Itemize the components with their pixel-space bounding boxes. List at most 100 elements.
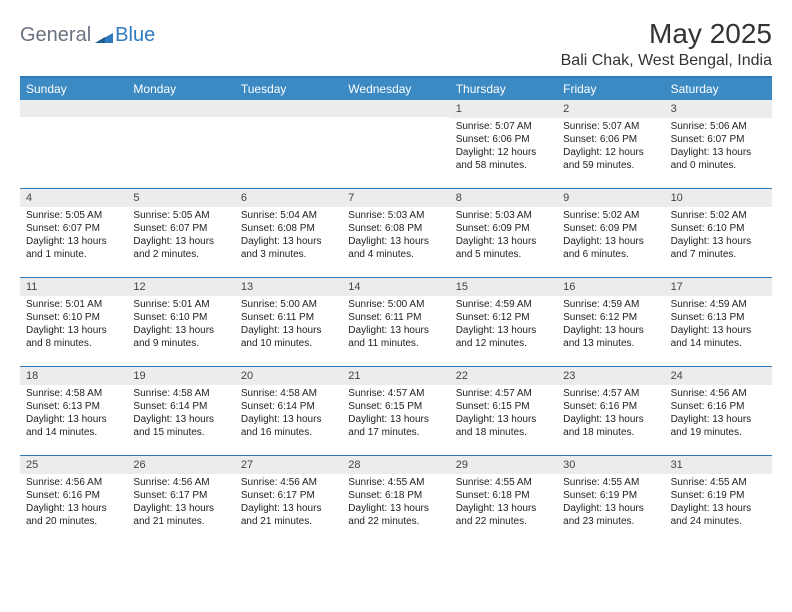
day-number: 6 (235, 189, 342, 207)
sunrise-text: Sunrise: 5:03 AM (348, 209, 443, 222)
calendar-week: 25Sunrise: 4:56 AMSunset: 6:16 PMDayligh… (20, 455, 772, 544)
daylight-text: and 24 minutes. (671, 515, 766, 528)
daylight-text: Daylight: 13 hours (241, 413, 336, 426)
day-number: 18 (20, 367, 127, 385)
day-number: 14 (342, 278, 449, 296)
sunset-text: Sunset: 6:10 PM (671, 222, 766, 235)
sunset-text: Sunset: 6:14 PM (241, 400, 336, 413)
daylight-text: and 3 minutes. (241, 248, 336, 261)
daylight-text: and 18 minutes. (563, 426, 658, 439)
day-cell: 13Sunrise: 5:00 AMSunset: 6:11 PMDayligh… (235, 278, 342, 366)
daylight-text: and 2 minutes. (133, 248, 228, 261)
day-body: Sunrise: 4:55 AMSunset: 6:19 PMDaylight:… (665, 476, 772, 532)
daylight-text: Daylight: 13 hours (26, 502, 121, 515)
day-cell: 16Sunrise: 4:59 AMSunset: 6:12 PMDayligh… (557, 278, 664, 366)
sunset-text: Sunset: 6:06 PM (456, 133, 551, 146)
day-body: Sunrise: 4:58 AMSunset: 6:13 PMDaylight:… (20, 387, 127, 443)
daylight-text: and 21 minutes. (241, 515, 336, 528)
sunrise-text: Sunrise: 4:57 AM (348, 387, 443, 400)
day-number: 11 (20, 278, 127, 296)
day-body: Sunrise: 5:06 AMSunset: 6:07 PMDaylight:… (665, 120, 772, 176)
calendar-week: 18 Sunrise: 4:58 AMSunset: 6:13 PMDayligh… (20, 366, 772, 455)
daylight-text: Daylight: 13 hours (241, 235, 336, 248)
sunset-text: Sunset: 6:11 PM (241, 311, 336, 324)
logo-text-general: General (20, 24, 91, 47)
daylight-text: and 58 minutes. (456, 159, 551, 172)
weekday-header: Thursday (450, 78, 557, 100)
daylight-text: Daylight: 13 hours (671, 324, 766, 337)
sunset-text: Sunset: 6:16 PM (563, 400, 658, 413)
day-number: 2 (557, 100, 664, 118)
sunrise-text: Sunrise: 5:03 AM (456, 209, 551, 222)
sunset-text: Sunset: 6:19 PM (671, 489, 766, 502)
day-cell (235, 100, 342, 188)
sunrise-text: Sunrise: 4:55 AM (348, 476, 443, 489)
sunrise-text: Sunrise: 4:59 AM (671, 298, 766, 311)
day-cell (342, 100, 449, 188)
day-body: Sunrise: 5:05 AMSunset: 6:07 PMDaylight:… (20, 209, 127, 265)
logo-triangle-icon (95, 29, 113, 43)
daylight-text: and 7 minutes. (671, 248, 766, 261)
day-cell: 7Sunrise: 5:03 AMSunset: 6:08 PMDaylight… (342, 189, 449, 277)
day-number: 26 (127, 456, 234, 474)
day-body: Sunrise: 4:56 AMSunset: 6:17 PMDaylight:… (235, 476, 342, 532)
title-block: May 2025 Bali Chak, West Bengal, India (561, 18, 772, 70)
daylight-text: and 17 minutes. (348, 426, 443, 439)
daylight-text: and 6 minutes. (563, 248, 658, 261)
sunrise-text: Sunrise: 5:07 AM (563, 120, 658, 133)
daylight-text: and 0 minutes. (671, 159, 766, 172)
sunrise-text: Sunrise: 5:07 AM (456, 120, 551, 133)
day-cell: 11 Sunrise: 5:01 AMSunset: 6:10 PMDayligh… (20, 278, 127, 366)
day-cell: 20Sunrise: 4:58 AMSunset: 6:14 PMDayligh… (235, 367, 342, 455)
daylight-text: and 22 minutes. (348, 515, 443, 528)
day-body: Sunrise: 5:01 AMSunset: 6:10 PMDaylight:… (127, 298, 234, 354)
daylight-text: and 10 minutes. (241, 337, 336, 350)
day-cell: 3Sunrise: 5:06 AMSunset: 6:07 PMDaylight… (665, 100, 772, 188)
daylight-text: Daylight: 13 hours (348, 324, 443, 337)
day-number: 4 (20, 189, 127, 207)
day-number: 30 (557, 456, 664, 474)
daylight-text: and 14 minutes. (671, 337, 766, 350)
location-subtitle: Bali Chak, West Bengal, India (561, 52, 772, 70)
day-body: Sunrise: 5:07 AMSunset: 6:06 PMDaylight:… (557, 120, 664, 176)
sunrise-text: Sunrise: 5:00 AM (348, 298, 443, 311)
sunrise-text: Sunrise: 4:55 AM (671, 476, 766, 489)
daylight-text: Daylight: 13 hours (456, 324, 551, 337)
daylight-text: Daylight: 13 hours (241, 502, 336, 515)
day-number: 13 (235, 278, 342, 296)
day-body: Sunrise: 5:01 AMSunset: 6:10 PMDaylight:… (20, 298, 127, 354)
sunrise-text: Sunrise: 5:01 AM (133, 298, 228, 311)
sunrise-text: Sunrise: 4:57 AM (563, 387, 658, 400)
day-cell: 9Sunrise: 5:02 AMSunset: 6:09 PMDaylight… (557, 189, 664, 277)
daylight-text: Daylight: 13 hours (133, 413, 228, 426)
sunrise-text: Sunrise: 4:56 AM (26, 476, 121, 489)
day-cell: 1Sunrise: 5:07 AMSunset: 6:06 PMDaylight… (450, 100, 557, 188)
day-body: Sunrise: 4:59 AMSunset: 6:12 PMDaylight:… (450, 298, 557, 354)
daylight-text: and 9 minutes. (133, 337, 228, 350)
logo: General Blue (20, 18, 155, 47)
sunset-text: Sunset: 6:14 PM (133, 400, 228, 413)
calendar-week: 11Sunrise: 5:01 AMSunset: 6:10 PMDayligh… (20, 277, 772, 366)
month-title: May 2025 (561, 18, 772, 50)
daylight-text: and 19 minutes. (671, 426, 766, 439)
day-body: Sunrise: 4:55 AMSunset: 6:18 PMDaylight:… (342, 476, 449, 532)
weekday-header: Friday (557, 78, 664, 100)
sunrise-text: Sunrise: 4:58 AM (241, 387, 336, 400)
day-cell: 4 Sunrise: 5:05 AMSunset: 6:07 PMDaylight… (20, 189, 127, 277)
sunset-text: Sunset: 6:15 PM (456, 400, 551, 413)
day-cell (127, 100, 234, 188)
day-cell: 22Sunrise: 4:57 AMSunset: 6:15 PMDayligh… (450, 367, 557, 455)
day-body: Sunrise: 4:57 AMSunset: 6:15 PMDaylight:… (450, 387, 557, 443)
sunset-text: Sunset: 6:09 PM (563, 222, 658, 235)
daylight-text: and 22 minutes. (456, 515, 551, 528)
sunrise-text: Sunrise: 5:05 AM (26, 209, 121, 222)
sunrise-text: Sunrise: 5:06 AM (671, 120, 766, 133)
day-number: 15 (450, 278, 557, 296)
daylight-text: Daylight: 13 hours (26, 235, 121, 248)
daylight-text: and 12 minutes. (456, 337, 551, 350)
page-header: General Blue May 2025 Bali Chak, West Be… (20, 18, 772, 70)
sunset-text: Sunset: 6:16 PM (671, 400, 766, 413)
sunset-text: Sunset: 6:07 PM (133, 222, 228, 235)
sunset-text: Sunset: 6:16 PM (26, 489, 121, 502)
day-number: 24 (665, 367, 772, 385)
